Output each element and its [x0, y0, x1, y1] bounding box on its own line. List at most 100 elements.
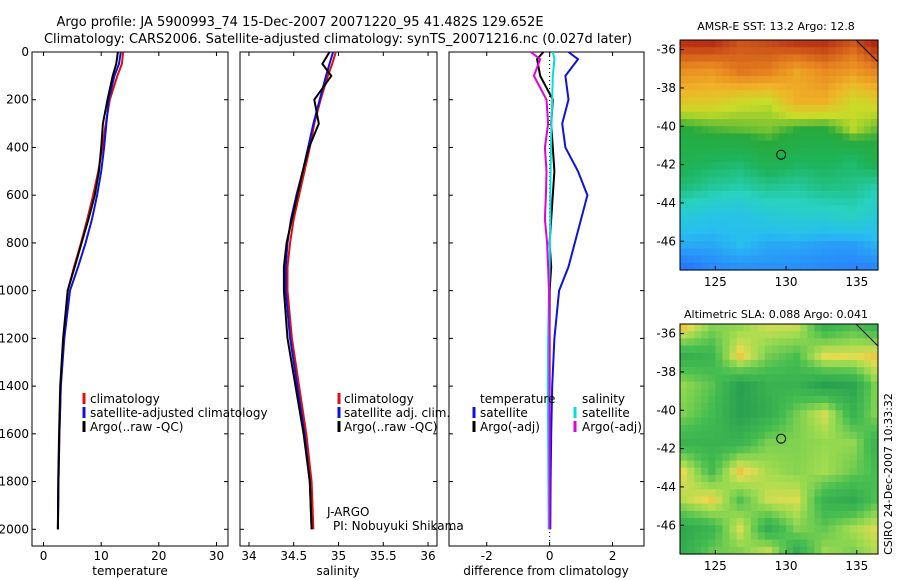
- map-cell: [708, 352, 716, 361]
- map-cell: [821, 539, 830, 548]
- map-cell: [821, 331, 830, 339]
- map-cell: [807, 518, 815, 526]
- map-cell: [870, 262, 879, 271]
- map-cell: [849, 262, 858, 271]
- map-cell: [764, 474, 773, 483]
- map-cell: [771, 510, 780, 519]
- map-cell: [680, 126, 688, 135]
- map-cell: [814, 395, 823, 404]
- map-cell: [786, 234, 794, 242]
- map-cell: [849, 388, 858, 397]
- map-cell: [863, 90, 872, 99]
- map-cell: [694, 147, 702, 156]
- map-cell: [701, 40, 709, 48]
- map-cell: [793, 510, 801, 519]
- map-cell: [835, 126, 844, 135]
- map-cell: [771, 446, 780, 454]
- map-cell: [821, 359, 830, 368]
- map-cell: [800, 111, 808, 120]
- map-cell: [814, 352, 823, 361]
- map-cell: [870, 546, 879, 555]
- map-cell: [701, 489, 709, 498]
- map-cell: [856, 40, 865, 48]
- map-cell: [835, 241, 844, 250]
- map-cell: [835, 503, 844, 512]
- map-cell: [807, 503, 815, 512]
- map-cell: [680, 198, 688, 206]
- map-cell: [750, 381, 759, 390]
- map-cell: [715, 381, 724, 390]
- map-cell: [821, 40, 830, 48]
- map-cell: [701, 75, 709, 84]
- map-cell: [835, 248, 844, 257]
- map-cell: [743, 474, 752, 483]
- temperature-panel-frame: [31, 51, 229, 547]
- map-cell: [722, 474, 731, 483]
- map-cell: [779, 539, 787, 548]
- map-cell: [835, 381, 844, 390]
- map-cell: [729, 417, 738, 426]
- map-cell: [694, 169, 702, 178]
- map-cell: [863, 474, 872, 483]
- map-cell: [729, 61, 738, 70]
- map-cell: [849, 205, 858, 214]
- map-cell: [835, 496, 844, 505]
- map-cell: [722, 147, 731, 156]
- map-cell: [715, 126, 724, 135]
- map-cell: [687, 417, 695, 426]
- map-cell: [800, 68, 808, 77]
- map-cell: [835, 226, 844, 235]
- legend-salinity-title: salinity: [582, 392, 625, 406]
- map-cell: [680, 47, 688, 55]
- map-cell: [687, 205, 695, 214]
- map-cell: [708, 324, 716, 332]
- map-cell: [680, 417, 688, 426]
- map-cell: [800, 324, 808, 332]
- map-cell: [800, 331, 808, 339]
- map-cell: [757, 510, 766, 519]
- map-cell: [779, 126, 787, 135]
- map-cell: [743, 388, 752, 397]
- map-cell: [821, 205, 830, 214]
- map-cell: [828, 183, 837, 192]
- map-cell: [786, 205, 794, 214]
- map-cell: [694, 219, 702, 228]
- map-cell: [828, 489, 837, 498]
- map-cell: [814, 97, 823, 106]
- map-cell: [835, 111, 844, 120]
- map-cell: [708, 255, 716, 264]
- map-cell: [764, 395, 773, 404]
- map-cell: [828, 147, 837, 156]
- map-cell: [870, 83, 879, 91]
- map-cell: [743, 198, 752, 206]
- map-cell: [835, 147, 844, 156]
- map-cell: [729, 403, 738, 411]
- map-cell: [870, 359, 879, 368]
- map-cell: [743, 111, 752, 120]
- map-cell: [687, 453, 695, 462]
- map-cell: [743, 162, 752, 170]
- map-cell: [821, 403, 830, 411]
- map-cell: [736, 119, 745, 127]
- map-cell: [814, 248, 823, 257]
- map-cell: [701, 352, 709, 361]
- map-cell: [687, 496, 695, 505]
- map-cell: [814, 331, 823, 339]
- map-cell: [680, 183, 688, 192]
- map-cell: [708, 40, 716, 48]
- map-cell: [715, 467, 724, 476]
- map-cell: [856, 198, 865, 206]
- map-cell: [708, 47, 716, 55]
- map-cell: [708, 212, 716, 221]
- map-cell: [715, 190, 724, 199]
- map-cell: [687, 359, 695, 368]
- map-cell: [701, 546, 709, 555]
- map-cell: [814, 388, 823, 397]
- map-cell: [694, 90, 702, 99]
- map-cell: [814, 111, 823, 120]
- map-cell: [743, 262, 752, 271]
- map-cell: [729, 331, 738, 339]
- map-cell: [793, 482, 801, 490]
- map-cell: [835, 255, 844, 264]
- map-cell: [757, 97, 766, 106]
